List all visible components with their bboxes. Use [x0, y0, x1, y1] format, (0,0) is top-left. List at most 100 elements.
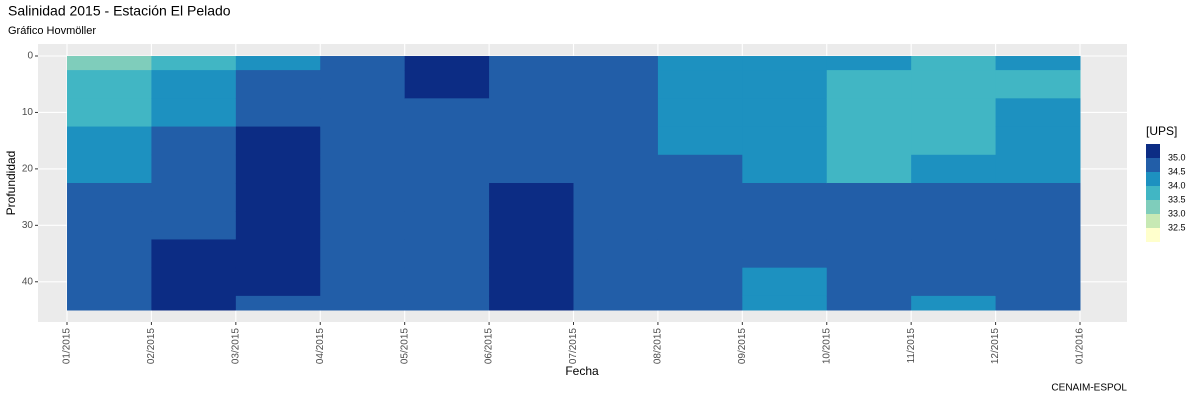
salinity-cell [404, 267, 490, 297]
x-axis-label: Fecha [565, 364, 599, 378]
salinity-cell [657, 126, 743, 156]
salinity-cell [573, 239, 659, 269]
salinity-cell [404, 154, 490, 184]
y-tick-label: 20 [22, 164, 34, 175]
salinity-cell [151, 267, 237, 297]
x-tick-label: 06/2015 [484, 328, 495, 365]
x-tick-label: 07/2015 [568, 328, 579, 365]
salinity-cell [657, 154, 743, 184]
salinity-cell [742, 154, 828, 184]
salinity-cell [151, 126, 237, 156]
salinity-cell [235, 56, 321, 71]
salinity-cell [573, 70, 659, 99]
salinity-cell [151, 183, 237, 212]
salinity-cell [995, 154, 1081, 184]
salinity-cell [742, 211, 828, 240]
salinity-cell [235, 70, 321, 99]
salinity-cell [742, 56, 828, 71]
salinity-cell [404, 126, 490, 156]
legend-label: 34.0 [1168, 180, 1186, 190]
salinity-cell [67, 98, 152, 128]
salinity-cell [67, 211, 152, 240]
salinity-cell [404, 211, 490, 240]
salinity-cell [911, 98, 997, 128]
salinity-cell [235, 239, 321, 269]
salinity-cell [826, 98, 912, 128]
salinity-cell [151, 70, 237, 99]
salinity-cell [489, 98, 574, 128]
legend-swatch [1146, 186, 1160, 200]
legend-swatch [1146, 158, 1160, 172]
salinity-cell [151, 154, 237, 184]
salinity-cell [67, 56, 152, 71]
salinity-cell [826, 126, 912, 156]
salinity-cell [573, 295, 659, 311]
salinity-cell [404, 183, 490, 212]
salinity-cell [151, 56, 237, 71]
salinity-cell [404, 70, 490, 99]
salinity-cell [573, 98, 659, 128]
salinity-cell [489, 295, 574, 311]
salinity-cell [995, 211, 1081, 240]
legend-swatch [1146, 144, 1160, 158]
salinity-cell [826, 295, 912, 311]
salinity-cell [235, 126, 321, 156]
salinity-cell [742, 98, 828, 128]
salinity-cell [826, 183, 912, 212]
salinity-cell [742, 183, 828, 212]
salinity-cell [995, 239, 1081, 269]
salinity-cell [995, 56, 1081, 71]
salinity-cell [404, 295, 490, 311]
salinity-cell [235, 98, 321, 128]
salinity-cell [911, 211, 997, 240]
salinity-cell [320, 56, 406, 71]
salinity-cell [320, 70, 406, 99]
salinity-cell [657, 70, 743, 99]
salinity-cell [320, 211, 406, 240]
salinity-cell [67, 126, 152, 156]
salinity-cell [657, 98, 743, 128]
y-tick-label: 0 [27, 51, 33, 62]
salinity-cell [995, 183, 1081, 212]
legend-label: 32.5 [1168, 222, 1186, 232]
y-tick-label: 40 [22, 276, 34, 287]
legend-swatch [1146, 214, 1160, 228]
salinity-cell [489, 70, 574, 99]
salinity-cell [67, 154, 152, 184]
salinity-cell [235, 154, 321, 184]
salinity-cell [742, 239, 828, 269]
salinity-cell [151, 239, 237, 269]
x-tick-label: 04/2015 [315, 328, 326, 365]
salinity-cell [67, 267, 152, 297]
salinity-cell [826, 70, 912, 99]
salinity-cell [151, 211, 237, 240]
salinity-cell [911, 154, 997, 184]
salinity-cell [995, 267, 1081, 297]
salinity-cell [742, 70, 828, 99]
salinity-cell [489, 267, 574, 297]
salinity-cell [911, 295, 997, 311]
legend-label: 34.5 [1168, 166, 1186, 176]
x-tick-label: 01/2016 [1075, 328, 1086, 365]
caption: CENAIM-ESPOL [1051, 383, 1127, 394]
chart-subtitle: Gráfico Hovmöller [8, 25, 96, 37]
salinity-cell [67, 183, 152, 212]
salinity-cell [995, 98, 1081, 128]
legend-label: 33.0 [1168, 208, 1186, 218]
y-axis-label: Profundidad [4, 151, 18, 216]
salinity-cell [573, 211, 659, 240]
salinity-cell [657, 183, 743, 212]
salinity-cell [826, 267, 912, 297]
legend-swatch [1146, 228, 1160, 242]
salinity-cell [151, 98, 237, 128]
legend-swatch [1146, 200, 1160, 214]
salinity-cell [742, 295, 828, 311]
salinity-cell [826, 211, 912, 240]
salinity-cell [320, 267, 406, 297]
salinity-cell [911, 70, 997, 99]
salinity-cell [657, 239, 743, 269]
salinity-cell [657, 56, 743, 71]
x-tick-label: 08/2015 [653, 328, 664, 365]
salinity-cell [826, 154, 912, 184]
y-tick-label: 30 [22, 220, 34, 231]
